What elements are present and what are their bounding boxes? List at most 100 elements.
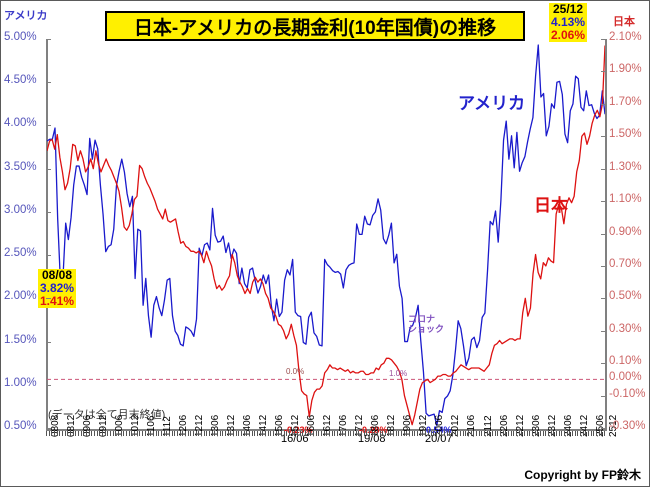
right-tick-neg0.30: -0.30% <box>609 420 646 432</box>
x-minor-tick <box>558 431 560 436</box>
x-minor-tick <box>369 431 371 436</box>
x-minor-tick <box>171 431 173 436</box>
x-minor-tick <box>297 431 298 436</box>
data-note: (データは全て月末終値) <box>48 409 166 421</box>
x-minor-tick <box>56 431 58 436</box>
x-minor-tick <box>310 431 312 436</box>
x-minor-tick <box>240 431 242 436</box>
right-tick-1.90: 1.90% <box>609 63 642 76</box>
x-minor-tick <box>110 431 112 436</box>
x-minor-tick <box>398 431 400 436</box>
x-minor-tick <box>430 431 432 436</box>
x-minor-tick <box>262 431 264 436</box>
x-minor-tick <box>294 431 296 436</box>
x-minor-tick <box>459 431 461 436</box>
x-minor-tick <box>75 431 77 436</box>
japan-zero-annotation: 0.0% <box>286 367 305 376</box>
x-minor-tick <box>62 431 63 436</box>
x-minor-tick <box>531 431 533 436</box>
x-minor-tick <box>564 431 565 436</box>
start-callout-japan: 1.41% <box>40 294 75 308</box>
right-tick-0.30: 0.30% <box>609 322 642 335</box>
x-minor-tick <box>601 431 603 436</box>
left-tick-mark <box>46 255 51 257</box>
x-minor-tick <box>104 431 106 436</box>
x-minor-tick <box>107 431 109 436</box>
right-tick-1.30: 1.30% <box>609 160 642 173</box>
left-tick-mark <box>46 168 51 170</box>
x-minor-tick <box>235 431 237 436</box>
x-minor-tick <box>590 431 592 436</box>
x-minor-tick <box>585 431 587 436</box>
x-minor-tick <box>494 431 496 436</box>
x-minor-tick <box>96 431 98 436</box>
x-minor-tick <box>382 431 384 436</box>
x-minor-tick <box>577 431 579 436</box>
start-callout-date: 08/08 <box>42 268 73 282</box>
left-tick-mark <box>46 82 51 84</box>
left-tick-4.50: 4.50% <box>4 74 37 87</box>
x-minor-tick <box>539 431 541 436</box>
x-minor-tick <box>203 431 205 436</box>
right-tick-0.00: 0.00% <box>609 371 642 384</box>
x-minor-tick <box>393 431 395 436</box>
x-minor-tick <box>232 431 234 436</box>
x-minor-tick <box>136 431 138 436</box>
x-minor-tick <box>80 431 82 436</box>
series-line-america <box>47 44 605 427</box>
x-minor-tick <box>417 431 419 436</box>
x-minor-tick <box>278 431 280 436</box>
x-minor-tick <box>46 431 47 436</box>
x-minor-tick <box>499 431 501 436</box>
right-tick-0.70: 0.70% <box>609 257 642 270</box>
right-tick-0.10: 0.10% <box>609 355 642 368</box>
x-minor-tick <box>454 431 456 436</box>
x-minor-tick <box>275 431 277 436</box>
x-minor-tick <box>510 431 512 436</box>
x-minor-tick <box>507 431 509 436</box>
corona-shock-annotation: コロナ ショック <box>408 314 444 334</box>
x-minor-tick <box>339 431 341 436</box>
x-minor-tick <box>318 431 320 436</box>
end-value-callout: 25/12 4.13% 2.06% <box>549 2 588 42</box>
left-tick-mark <box>46 384 51 386</box>
left-tick-mark <box>46 125 51 127</box>
right-axis-line <box>605 39 607 430</box>
x-minor-tick <box>128 431 130 436</box>
value-callout-2007: 0.54% <box>426 425 452 435</box>
date-callout-1908: 19/08 <box>358 433 386 445</box>
x-minor-tick <box>155 431 157 436</box>
date-callout-1606: 16/06 <box>281 433 309 445</box>
left-tick-1.00: 1.00% <box>4 376 37 389</box>
left-tick-mark <box>46 39 51 40</box>
left-tick-3.50: 3.50% <box>4 160 37 173</box>
x-minor-tick <box>54 431 55 436</box>
x-minor-tick <box>222 431 224 436</box>
right-tick-2.10: 2.10% <box>609 31 642 43</box>
x-minor-tick <box>438 431 440 436</box>
x-minor-tick <box>502 431 504 436</box>
x-minor-tick <box>147 431 149 436</box>
x-minor-tick <box>553 431 555 436</box>
x-minor-tick <box>379 431 381 436</box>
right-tick-mark <box>601 136 606 138</box>
x-minor-tick <box>467 431 469 436</box>
x-minor-tick <box>160 431 162 436</box>
x-minor-tick <box>248 431 250 436</box>
x-minor-tick <box>457 431 459 436</box>
right-tick-neg0.10: -0.10% <box>609 387 646 400</box>
x-minor-tick <box>422 431 424 436</box>
x-minor-tick <box>435 431 437 436</box>
x-minor-tick <box>270 431 272 436</box>
x-minor-tick <box>251 431 253 436</box>
value-callout-1908: -0.28% <box>359 425 388 435</box>
right-tick-0.90: 0.90% <box>609 225 642 238</box>
x-minor-tick <box>176 431 178 436</box>
right-tick-mark <box>601 233 606 235</box>
end-callout-date: 25/12 <box>553 2 584 16</box>
x-minor-tick <box>331 431 333 436</box>
x-minor-tick <box>574 431 576 436</box>
left-tick-0.50: 0.50% <box>4 420 37 432</box>
x-minor-tick <box>259 431 261 436</box>
x-minor-tick <box>550 431 552 436</box>
